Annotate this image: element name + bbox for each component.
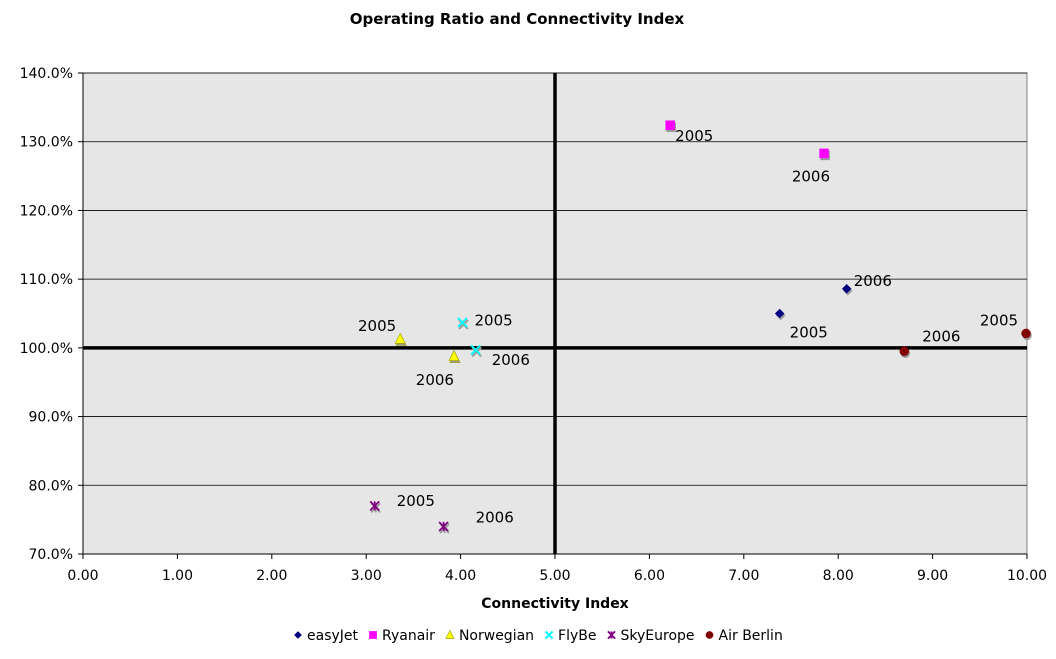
axes: 0.00 1.00 2.00 3.00 4.00 5.00 6.00 7.00 8.00 9.00… xyxy=(20,66,1047,584)
legend-item-air-berlin: Air Berlin xyxy=(705,628,783,644)
x-tick-label: 3.00 xyxy=(351,568,382,584)
point-flybe-2005 xyxy=(457,317,468,328)
data-label-ryanair-2006: 2006 xyxy=(792,167,830,185)
data-points xyxy=(369,120,1032,534)
legend-label-air-berlin: Air Berlin xyxy=(719,628,783,644)
data-label-flybe-2005: 2005 xyxy=(474,311,512,329)
data-labels: 2005 2006 2005 2006 2005 2006 2005 2006 2005 2006… xyxy=(358,127,1018,526)
data-label-easyjet-2006: 2006 xyxy=(854,272,892,290)
legend-item-norwegian: Norwegian xyxy=(445,628,534,644)
point-skyeurope-2005 xyxy=(369,500,380,512)
marker-square xyxy=(369,631,377,639)
y-tick-label: 90.0% xyxy=(29,410,73,426)
legend-item-ryanair: Ryanair xyxy=(369,628,435,644)
x-tick-label: 7.00 xyxy=(728,568,759,584)
marker-diamond xyxy=(841,283,852,294)
x-tick-label: 1.00 xyxy=(162,568,193,584)
marker-square xyxy=(819,148,829,159)
data-label-norwegian-2005: 2005 xyxy=(358,317,396,335)
data-label-ryanair-2005: 2005 xyxy=(675,127,713,145)
legend-marker-air-berlin xyxy=(705,631,714,639)
y-tick-label: 70.0% xyxy=(29,547,73,563)
marker-star xyxy=(438,521,449,532)
point-easyjet-2006 xyxy=(841,283,852,294)
legend-item-skyeurope: SkyEurope xyxy=(607,628,695,644)
legend-label-norwegian: Norwegian xyxy=(459,628,534,644)
point-ryanair-2006 xyxy=(819,148,829,159)
point-skyeurope-2006 xyxy=(438,521,449,532)
marker-triangle xyxy=(448,349,460,361)
point-easyjet-2005 xyxy=(774,308,785,319)
x-axis-label: Connectivity Index xyxy=(481,596,628,612)
data-label-flybe-2006: 2006 xyxy=(492,351,530,369)
x-tick-label: 6.00 xyxy=(634,568,665,584)
marker-circle xyxy=(1021,328,1031,339)
marker-star xyxy=(369,500,380,512)
y-tick-label: 120.0% xyxy=(20,203,73,219)
data-label-skyeurope-2006: 2006 xyxy=(476,509,514,527)
marker-x xyxy=(457,317,468,328)
data-label-air-berlin-2005: 2005 xyxy=(980,311,1018,329)
legend-label-skyeurope: SkyEurope xyxy=(621,628,695,644)
x-tick-label: 2.00 xyxy=(256,568,287,584)
y-tick-label: 80.0% xyxy=(29,478,73,494)
marker-x xyxy=(470,344,481,356)
data-label-skyeurope-2005: 2005 xyxy=(397,492,435,510)
marker-triangle xyxy=(445,629,455,639)
legend: easyJet Ryanair Norwegian FlyBe SkyEurope Air… xyxy=(294,628,783,644)
marker-diamond xyxy=(294,631,302,639)
marker-circle xyxy=(899,346,910,357)
marker-x xyxy=(544,630,554,640)
x-tick-label: 5.00 xyxy=(539,568,570,584)
legend-marker-easyjet xyxy=(294,631,302,639)
marker-star xyxy=(607,630,616,640)
y-tick-label: 110.0% xyxy=(20,272,73,288)
marker-diamond xyxy=(774,308,785,319)
marker-circle xyxy=(705,631,714,639)
marker-triangle xyxy=(394,332,406,344)
legend-marker-skyeurope xyxy=(607,630,616,640)
point-norwegian-2005 xyxy=(394,332,406,344)
point-ryanair-2005 xyxy=(665,120,675,130)
y-tick-label: 130.0% xyxy=(20,135,73,151)
marker-square xyxy=(665,120,675,130)
legend-marker-norwegian xyxy=(445,629,455,639)
y-tick-label: 140.0% xyxy=(20,66,73,82)
y-tick-label: 100.0% xyxy=(20,341,73,357)
legend-label-flybe: FlyBe xyxy=(558,628,596,644)
x-tick-label: 0.00 xyxy=(67,568,98,584)
legend-marker-flybe xyxy=(544,630,554,640)
legend-marker-ryanair xyxy=(369,631,377,639)
legend-item-flybe: FlyBe xyxy=(544,628,597,644)
data-label-air-berlin-2006: 2006 xyxy=(922,327,960,345)
legend-label-easyjet: easyJet xyxy=(307,628,359,644)
data-label-norwegian-2006: 2006 xyxy=(416,371,454,389)
point-flybe-2006 xyxy=(470,344,481,356)
x-tick-label: 4.00 xyxy=(445,568,476,584)
reference-lines xyxy=(83,73,1027,554)
data-label-easyjet-2005: 2005 xyxy=(790,324,828,342)
legend-item-easyjet: easyJet xyxy=(294,628,359,644)
point-norwegian-2006 xyxy=(448,349,460,361)
point-air-berlin-2005 xyxy=(1021,328,1031,339)
x-tick-label: 8.00 xyxy=(823,568,854,584)
chart-title: Operating Ratio and Connectivity Index xyxy=(350,10,685,28)
point-air-berlin-2006 xyxy=(899,346,910,357)
x-tick-label: 9.00 xyxy=(917,568,948,584)
legend-label-ryanair: Ryanair xyxy=(382,628,435,644)
x-tick-label: 10.00 xyxy=(1007,568,1047,584)
